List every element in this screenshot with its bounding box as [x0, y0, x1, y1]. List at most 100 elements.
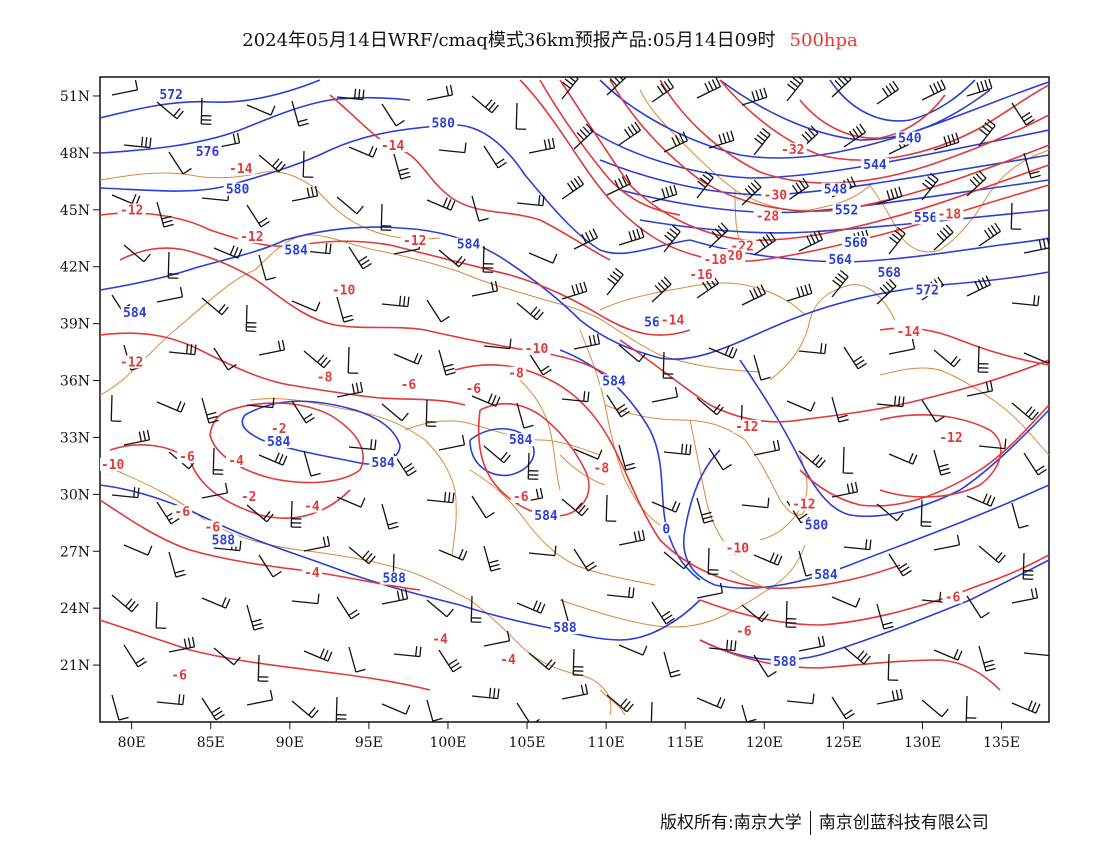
wind-barb	[1011, 102, 1035, 126]
contour-label-bg	[237, 230, 266, 244]
wind-barb	[471, 687, 500, 700]
wind-barb	[663, 651, 681, 678]
height-contour-label: 584	[534, 509, 558, 524]
wind-barb	[921, 699, 949, 718]
wind-barbs	[110, 77, 1049, 722]
boundary-line	[469, 599, 612, 716]
wind-barb	[438, 249, 466, 268]
wind-barb	[483, 145, 507, 169]
wind-barb	[336, 196, 364, 215]
wind-barb	[785, 600, 797, 628]
copyright-footer: 版权所有:南京大学 南京创蓝科技有限公司	[660, 808, 989, 835]
contour-label-bg	[369, 455, 398, 469]
contour-label-bg	[176, 450, 197, 464]
longitude-axis: 80E 85E 90E 95E 100E 105E 110E 115E 120E 125E 130E…	[118, 722, 1020, 751]
wind-barb	[258, 339, 286, 356]
temperature-contour-label: -10	[726, 541, 750, 556]
wind-barb	[753, 552, 783, 566]
contour-label-bg	[378, 139, 407, 153]
temperature-contour-label: -6	[465, 382, 481, 397]
wind-barb	[741, 179, 762, 206]
lat-tick-label: 30N	[60, 487, 90, 503]
wind-barb	[528, 545, 557, 557]
boundary-line	[744, 439, 806, 516]
wind-barb	[381, 103, 405, 127]
wind-barb	[348, 546, 376, 565]
contour-label-bg	[753, 209, 782, 223]
lat-tick-label: 21N	[60, 658, 90, 674]
wind-barb	[606, 174, 631, 196]
contour-label-bg	[510, 490, 531, 504]
footer-separator	[809, 811, 811, 835]
contour-label-bg	[875, 266, 904, 280]
wind-barb	[708, 447, 732, 471]
contour-label-bg	[157, 87, 186, 101]
height-contour-label: 588	[382, 572, 406, 587]
wind-barb	[291, 593, 320, 605]
height-labels: 572 580 576 580 584 584 584 584 584 584 584 584 588 5…	[120, 87, 942, 670]
title-text: 2024年05月14日WRF/cmaq模式36km预报产品:05月14日09时	[242, 30, 776, 51]
temperature-contour-label: -8	[508, 367, 524, 382]
contour-label-bg	[301, 499, 322, 513]
wind-barb	[966, 78, 993, 97]
wind-barb	[798, 343, 827, 355]
temperature-contour-label: -6	[401, 378, 417, 393]
wind-barb	[246, 504, 274, 523]
wind-barb	[708, 130, 735, 149]
contour-label-bg	[282, 243, 311, 257]
wind-barb	[573, 228, 598, 250]
temp-contour	[209, 402, 364, 484]
wind-barb	[426, 491, 455, 504]
temperature-contour-label: -6	[736, 625, 752, 640]
wind-barb	[528, 137, 556, 154]
lat-tick-label: 45N	[60, 203, 90, 219]
temp-contour	[699, 639, 1001, 691]
contour-label-bg	[832, 203, 861, 217]
wind-barb	[618, 344, 646, 363]
wind-barb	[438, 649, 462, 673]
contour-label-bg	[264, 435, 293, 449]
contour-label-bg	[380, 571, 409, 585]
wind-barb	[618, 529, 646, 546]
contour-label-bg	[429, 116, 458, 130]
contour-label-bg	[802, 518, 831, 532]
wind-barb	[573, 548, 597, 572]
wind-barb	[471, 95, 499, 114]
contour-label-bg	[120, 306, 149, 320]
wind-barb	[438, 142, 467, 154]
lon-tick-label: 105E	[509, 735, 546, 751]
height-contour-label: 544	[863, 158, 887, 173]
wind-barb	[798, 125, 819, 152]
wind-barb	[966, 595, 990, 619]
height-contour-label: 584	[123, 306, 147, 321]
wind-barb	[876, 688, 904, 705]
latitude-axis: 21N 24N 27N 30N 33N 36N 39N 42N 45N 48N 51N	[60, 89, 100, 674]
contour-label-bg	[660, 522, 673, 536]
wind-barb	[843, 539, 872, 551]
wind-barb	[380, 203, 392, 231]
contour-label-bg	[329, 283, 358, 297]
wind-barb	[156, 201, 174, 228]
wind-barb	[842, 446, 854, 474]
wind-barb	[663, 551, 691, 570]
wind-barb	[438, 349, 456, 376]
wind-barb	[258, 452, 288, 466]
wind-barb	[933, 132, 960, 151]
wind-barb	[876, 395, 905, 408]
wind-barb	[201, 482, 229, 499]
wind-barb	[741, 497, 770, 509]
wind-barb	[966, 380, 994, 397]
lat-tick-label: 39N	[60, 317, 90, 333]
wind-barb	[201, 297, 229, 316]
wind-barb	[111, 79, 139, 96]
contour-label-bg	[169, 668, 190, 682]
wind-barb	[393, 153, 411, 180]
temperature-contour-label: -4	[304, 566, 320, 581]
wind-barb	[336, 296, 354, 323]
lon-tick-label: 80E	[118, 735, 146, 751]
wind-barb	[606, 267, 624, 296]
wind-barb	[888, 453, 918, 465]
boundary-line	[599, 689, 626, 716]
wind-barb	[921, 79, 946, 101]
wind-barb	[123, 244, 151, 263]
